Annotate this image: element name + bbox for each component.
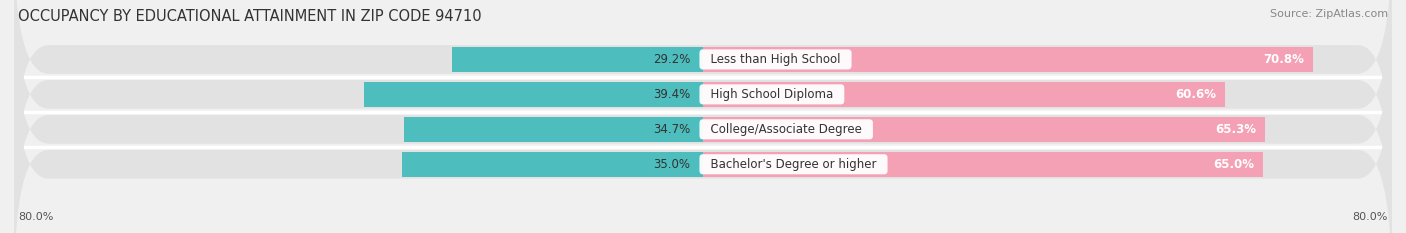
Bar [404,117,703,142]
Text: 29.2%: 29.2% [652,53,690,66]
Text: 39.4%: 39.4% [652,88,690,101]
FancyBboxPatch shape [14,39,1392,233]
Text: Less than High School: Less than High School [703,53,848,66]
Bar [451,47,703,72]
Text: Source: ZipAtlas.com: Source: ZipAtlas.com [1270,9,1388,19]
Bar [402,152,703,177]
Bar [703,152,1263,177]
Text: 70.8%: 70.8% [1263,53,1305,66]
Bar [703,47,1313,72]
Legend: Owner-occupied, Renter-occupied: Owner-occupied, Renter-occupied [578,230,828,233]
Bar [364,82,703,107]
Text: 60.6%: 60.6% [1175,88,1216,101]
Text: 34.7%: 34.7% [652,123,690,136]
Text: 80.0%: 80.0% [18,212,53,222]
Text: College/Associate Degree: College/Associate Degree [703,123,869,136]
Text: 65.0%: 65.0% [1213,158,1254,171]
Text: 80.0%: 80.0% [1353,212,1388,222]
Bar [703,117,1265,142]
Text: OCCUPANCY BY EDUCATIONAL ATTAINMENT IN ZIP CODE 94710: OCCUPANCY BY EDUCATIONAL ATTAINMENT IN Z… [18,9,482,24]
Text: High School Diploma: High School Diploma [703,88,841,101]
FancyBboxPatch shape [14,4,1392,233]
Bar [703,82,1225,107]
Text: 35.0%: 35.0% [652,158,690,171]
Text: Bachelor's Degree or higher: Bachelor's Degree or higher [703,158,884,171]
Text: 65.3%: 65.3% [1216,123,1257,136]
FancyBboxPatch shape [14,0,1392,220]
FancyBboxPatch shape [14,0,1392,185]
